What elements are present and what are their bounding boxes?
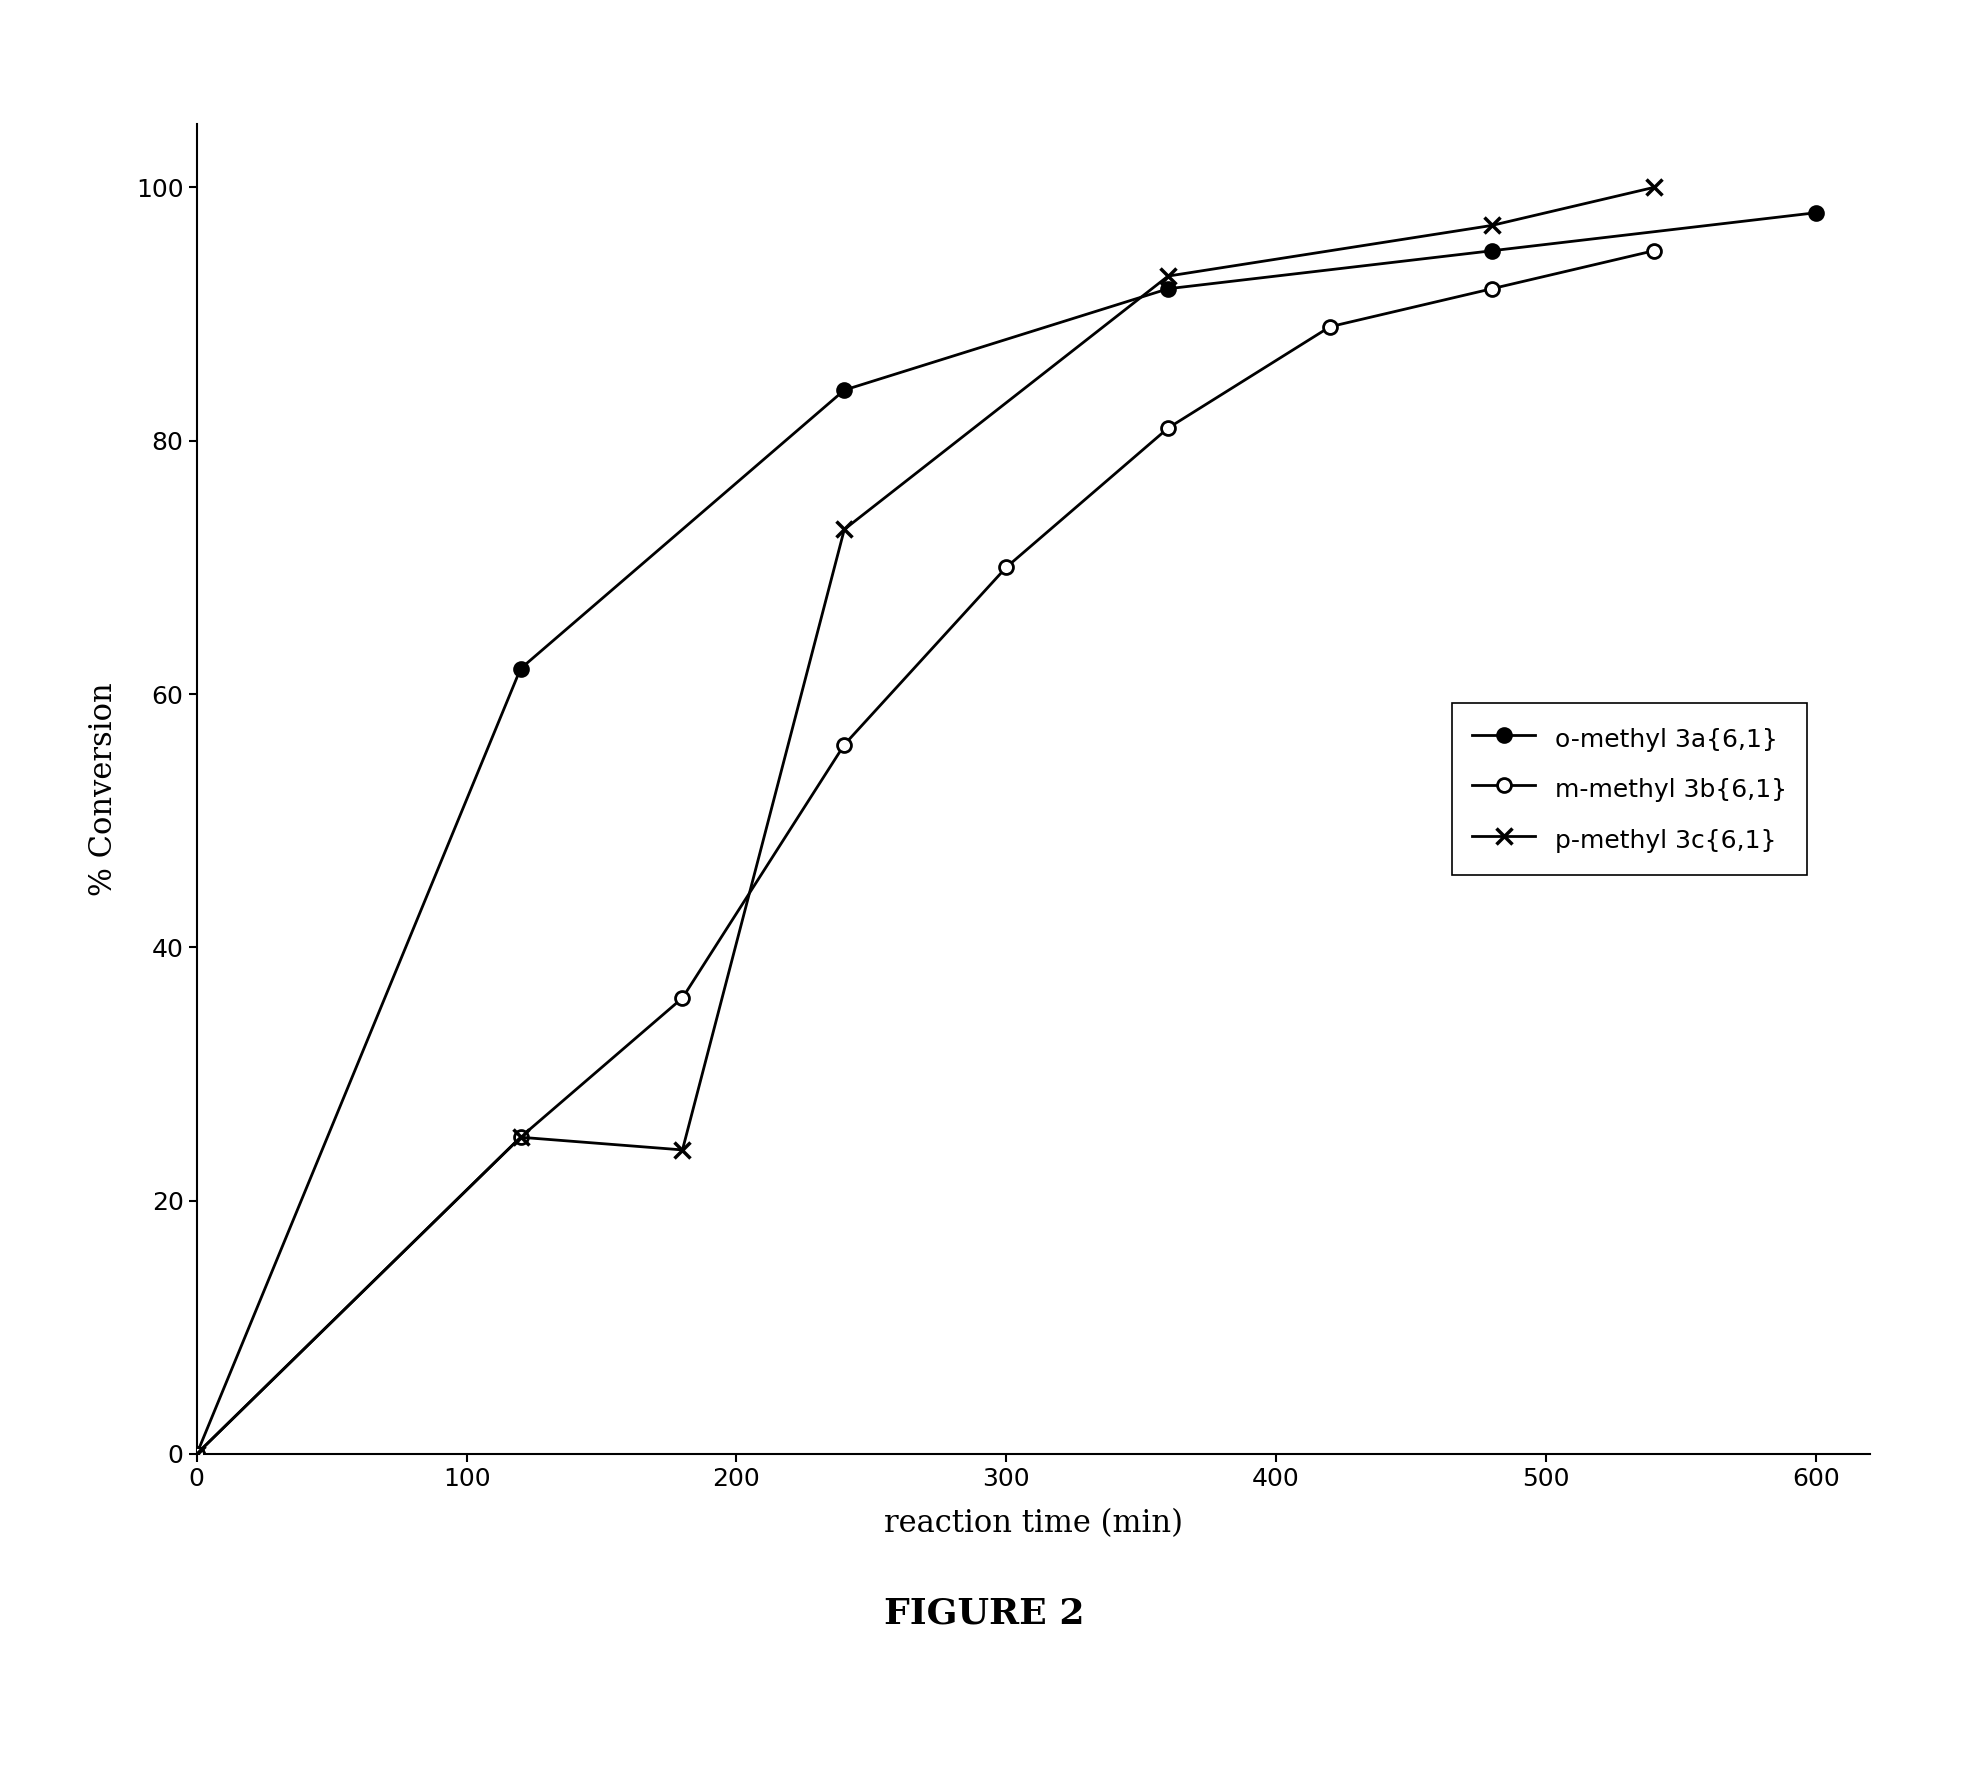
- Text: FIGURE 2: FIGURE 2: [884, 1596, 1084, 1631]
- p-methyl 3c{6,1}: [671, 1140, 695, 1161]
- m-methyl 3b{6,1}: [671, 988, 695, 1009]
- m-methyl 3b{6,1}: [1157, 417, 1181, 438]
- o-methyl 3a{6,1}: [510, 658, 533, 679]
- m-methyl 3b{6,1}: [994, 557, 1017, 578]
- o-methyl 3a{6,1}: [1157, 278, 1181, 300]
- o-methyl 3a{6,1}: [1480, 239, 1504, 261]
- Line: p-methyl 3c{6,1}: p-methyl 3c{6,1}: [189, 179, 1663, 1463]
- m-methyl 3b{6,1}: [510, 1126, 533, 1147]
- o-methyl 3a{6,1}: [1805, 202, 1828, 223]
- Line: o-methyl 3a{6,1}: o-methyl 3a{6,1}: [189, 206, 1822, 1461]
- p-methyl 3c{6,1}: [510, 1126, 533, 1147]
- p-methyl 3c{6,1}: [1480, 215, 1504, 236]
- X-axis label: reaction time (min): reaction time (min): [884, 1507, 1183, 1539]
- Legend: o-methyl 3a{6,1}, m-methyl 3b{6,1}, p-methyl 3c{6,1}: o-methyl 3a{6,1}, m-methyl 3b{6,1}, p-me…: [1452, 704, 1807, 874]
- m-methyl 3b{6,1}: [832, 734, 856, 755]
- m-methyl 3b{6,1}: [1641, 239, 1665, 261]
- m-methyl 3b{6,1}: [1319, 316, 1342, 337]
- o-methyl 3a{6,1}: [832, 379, 856, 401]
- Line: m-methyl 3b{6,1}: m-methyl 3b{6,1}: [189, 245, 1661, 1461]
- o-methyl 3a{6,1}: [185, 1443, 209, 1464]
- Y-axis label: % Conversion: % Conversion: [89, 683, 120, 895]
- m-methyl 3b{6,1}: [1480, 278, 1504, 300]
- p-methyl 3c{6,1}: [832, 519, 856, 541]
- p-methyl 3c{6,1}: [1641, 177, 1665, 199]
- m-methyl 3b{6,1}: [185, 1443, 209, 1464]
- p-methyl 3c{6,1}: [1157, 266, 1181, 287]
- p-methyl 3c{6,1}: [185, 1443, 209, 1464]
